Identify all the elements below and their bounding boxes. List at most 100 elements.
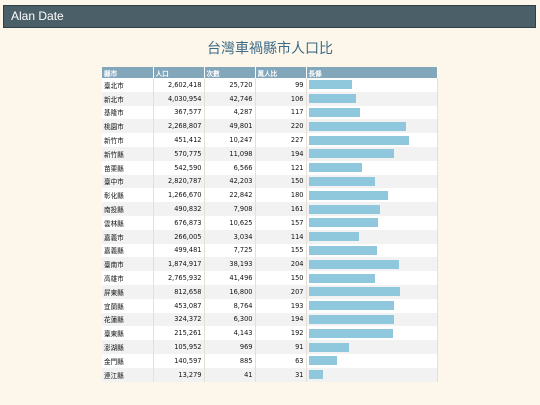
cell-bar — [306, 353, 438, 368]
cell-bar — [306, 133, 438, 147]
cell-count: 6,300 — [204, 312, 256, 327]
cell-per-10k: 31 — [255, 367, 307, 382]
cell-population: 499,481 — [153, 243, 205, 258]
cell-per-10k: 91 — [255, 340, 307, 354]
table-header-row: 縣市 人口 次數 萬人比 長條 — [102, 67, 438, 78]
cell-count: 885 — [204, 353, 256, 368]
cell-population: 676,873 — [153, 215, 205, 230]
cell-count: 3,034 — [204, 229, 256, 244]
cell-county: 雲林縣 — [102, 215, 154, 230]
cell-population: 140,597 — [153, 353, 205, 368]
cell-bar — [306, 91, 438, 106]
table-row: 澎湖縣 105,952 969 91 — [102, 340, 438, 354]
cell-population: 266,005 — [153, 229, 205, 244]
cell-bar — [306, 284, 438, 299]
cell-per-10k: 180 — [255, 188, 307, 203]
cell-population: 4,030,954 — [153, 91, 205, 106]
cell-bar — [306, 298, 438, 313]
cell-count: 969 — [204, 340, 256, 354]
table-row: 金門縣 140,597 885 63 — [102, 353, 438, 368]
cell-count: 16,800 — [204, 284, 256, 299]
ratio-bar — [308, 121, 406, 131]
brand-link[interactable]: Alan Date — [11, 9, 64, 23]
ratio-bar — [308, 163, 362, 173]
cell-per-10k: 121 — [255, 160, 307, 175]
cell-population: 324,372 — [153, 312, 205, 327]
cell-count: 8,764 — [204, 298, 256, 313]
cell-count: 7,725 — [204, 243, 256, 258]
ratio-bar — [308, 176, 375, 186]
cell-bar — [306, 119, 438, 134]
col-header-count: 次數 — [204, 67, 256, 78]
cell-population: 2,602,418 — [153, 78, 205, 92]
cell-bar — [306, 105, 438, 120]
cell-county: 澎湖縣 — [102, 340, 154, 354]
cell-county: 高雄市 — [102, 271, 154, 285]
cell-population: 215,261 — [153, 326, 205, 341]
table-row: 彰化縣 1,266,670 22,842 180 — [102, 188, 438, 203]
table-row: 苗栗縣 542,590 6,566 121 — [102, 160, 438, 175]
cell-bar — [306, 340, 438, 354]
cell-count: 25,720 — [204, 78, 256, 92]
ratio-bar — [308, 370, 323, 380]
cell-county: 嘉義縣 — [102, 243, 154, 258]
cell-per-10k: 194 — [255, 146, 307, 161]
cell-count: 10,625 — [204, 215, 256, 230]
cell-county: 南投縣 — [102, 202, 154, 216]
cell-bar — [306, 367, 438, 382]
cell-per-10k: 114 — [255, 229, 307, 244]
cell-count: 4,287 — [204, 105, 256, 120]
cell-per-10k: 106 — [255, 91, 307, 106]
cell-county: 新北市 — [102, 91, 154, 106]
ratio-bar — [308, 342, 349, 352]
cell-bar — [306, 188, 438, 203]
ratio-bar — [308, 259, 399, 269]
table-row: 新竹縣 570,775 11,098 194 — [102, 146, 438, 161]
cell-bar — [306, 326, 438, 341]
cell-bar — [306, 174, 438, 189]
cell-per-10k: 157 — [255, 215, 307, 230]
cell-per-10k: 207 — [255, 284, 307, 299]
cell-county: 金門縣 — [102, 353, 154, 368]
cell-county: 基隆市 — [102, 105, 154, 120]
col-header-per-10k: 萬人比 — [255, 67, 307, 78]
cell-population: 2,765,932 — [153, 271, 205, 285]
cell-population: 367,577 — [153, 105, 205, 120]
cell-per-10k: 194 — [255, 312, 307, 327]
cell-county: 彰化縣 — [102, 188, 154, 203]
cell-county: 屏東縣 — [102, 284, 154, 299]
cell-population: 1,874,917 — [153, 257, 205, 272]
cell-count: 11,098 — [204, 146, 256, 161]
ratio-bar — [308, 80, 352, 90]
cell-count: 42,746 — [204, 91, 256, 106]
col-header-county: 縣市 — [102, 67, 154, 78]
cell-bar — [306, 271, 438, 285]
cell-population: 105,952 — [153, 340, 205, 354]
cell-count: 42,203 — [204, 174, 256, 189]
cell-county: 桃園市 — [102, 119, 154, 134]
ratio-bar — [308, 218, 378, 228]
cell-county: 宜蘭縣 — [102, 298, 154, 313]
ratio-bar — [308, 204, 380, 214]
cell-count: 49,801 — [204, 119, 256, 134]
cell-per-10k: 150 — [255, 174, 307, 189]
ratio-bar — [308, 190, 388, 200]
cell-count: 4,143 — [204, 326, 256, 341]
table-row: 臺北市 2,602,418 25,720 99 — [102, 78, 438, 92]
page-title: 台灣車禍縣市人口比 — [207, 41, 333, 57]
table-row: 南投縣 490,832 7,908 161 — [102, 202, 438, 216]
cell-per-10k: 99 — [255, 78, 307, 92]
table-body: 臺北市 2,602,418 25,720 99 新北市 4,030,954 42,746 10… — [102, 78, 438, 382]
cell-county: 嘉義市 — [102, 229, 154, 244]
ratio-bar — [308, 328, 393, 338]
cell-bar — [306, 160, 438, 175]
table-row: 花蓮縣 324,372 6,300 194 — [102, 312, 438, 327]
table-row: 雲林縣 676,873 10,625 157 — [102, 215, 438, 230]
cell-county: 臺東縣 — [102, 326, 154, 341]
cell-per-10k: 63 — [255, 353, 307, 368]
cell-population: 570,775 — [153, 146, 205, 161]
cell-per-10k: 220 — [255, 119, 307, 134]
cell-population: 13,279 — [153, 367, 205, 382]
table-row: 嘉義市 266,005 3,034 114 — [102, 229, 438, 244]
ratio-bar — [308, 94, 356, 104]
